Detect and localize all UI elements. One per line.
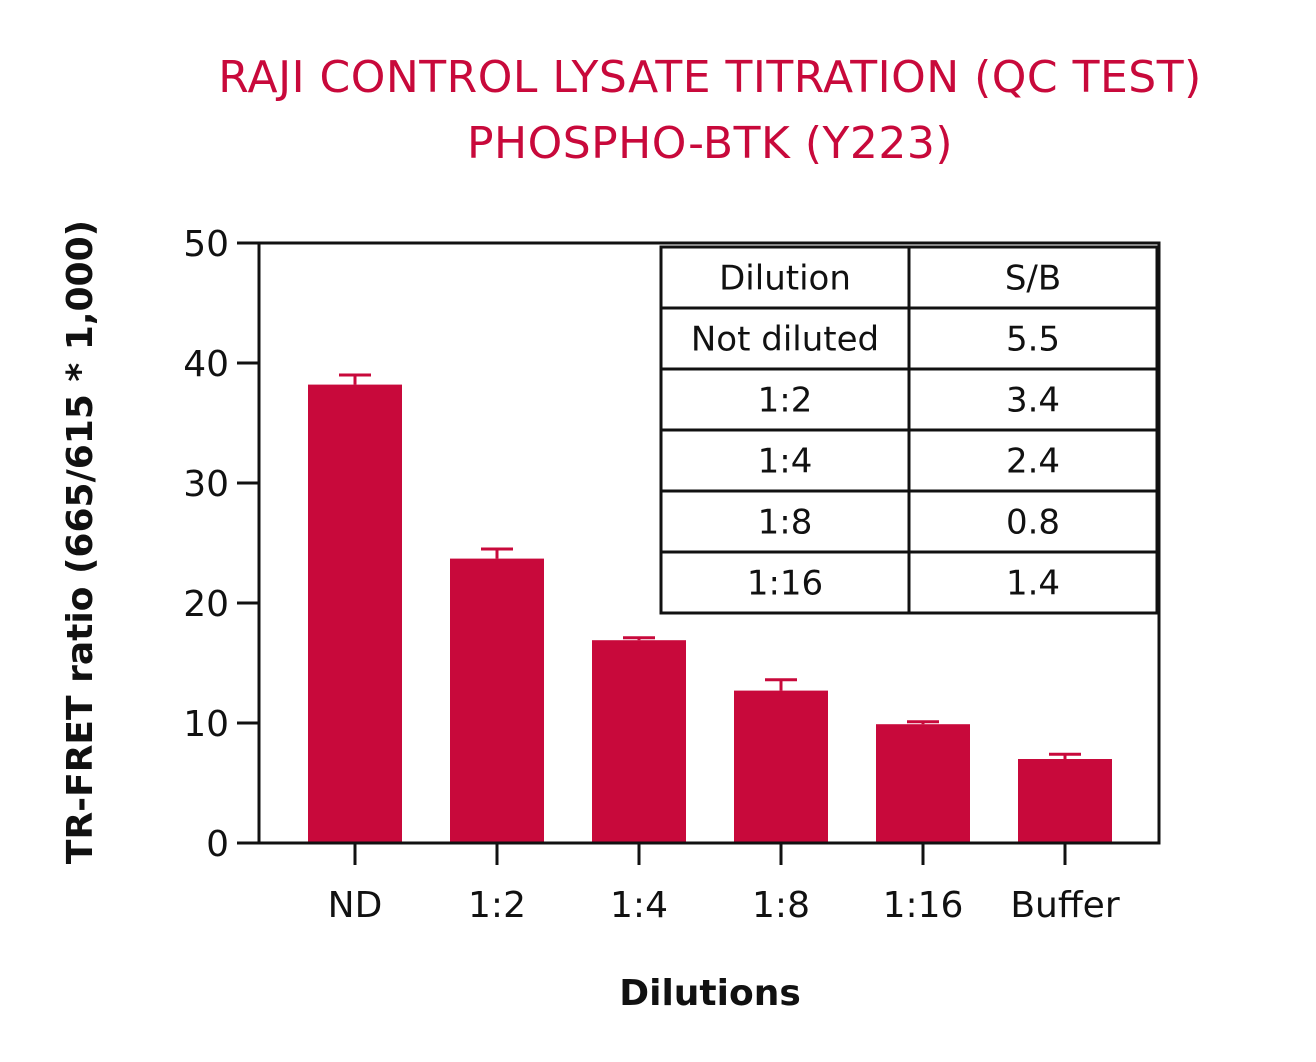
inset-table-header-dilution: Dilution bbox=[719, 259, 851, 299]
bar-4 bbox=[876, 724, 970, 843]
y-axis-title: TR-FRET ratio (665/615 * 1,000) bbox=[60, 220, 101, 864]
x-tick-label-2: 1:4 bbox=[610, 885, 668, 926]
inset-table-cell-dilution: 1:4 bbox=[758, 442, 813, 482]
y-tick-label-2: 20 bbox=[183, 584, 229, 625]
axes-layer: 0 10 20 30 40 50 ND 1:2 1:4 1:8 1:16 Buffer bbox=[183, 224, 1161, 926]
x-tick-label-0: ND bbox=[328, 885, 383, 926]
x-tick-label-4: 1:16 bbox=[883, 885, 964, 926]
chart-title: RAJI CONTROL LYSATE TITRATION (QC TEST) bbox=[218, 52, 1202, 103]
inset-table-cell-sb: 5.5 bbox=[1006, 320, 1060, 360]
y-tick-label-4: 40 bbox=[183, 344, 229, 385]
inset-table-cell-dilution: Not diluted bbox=[691, 320, 879, 360]
x-tick-label-3: 1:8 bbox=[752, 885, 810, 926]
bar-5 bbox=[1018, 759, 1112, 843]
y-tick-label-0: 0 bbox=[206, 824, 229, 865]
x-axis-title: Dilutions bbox=[619, 973, 801, 1014]
plot-frame bbox=[257, 241, 1161, 845]
y-tick-label-3: 30 bbox=[183, 464, 229, 505]
x-tick-label-5: Buffer bbox=[1010, 885, 1119, 926]
bar-0 bbox=[308, 384, 402, 843]
inset-table-cell-sb: 2.4 bbox=[1006, 442, 1060, 482]
bar-3 bbox=[734, 690, 828, 843]
y-tick-label-1: 10 bbox=[183, 704, 229, 745]
bars-layer bbox=[308, 373, 1112, 843]
inset-table-cell-sb: 3.4 bbox=[1006, 381, 1060, 421]
inset-table-cell-dilution: 1:8 bbox=[758, 503, 813, 543]
inset-table-cell-sb: 1.4 bbox=[1006, 564, 1060, 604]
bar-2 bbox=[592, 640, 686, 843]
inset-table-cell-dilution: 1:2 bbox=[758, 381, 813, 421]
inset-table: Dilution S/B Not diluted 5.5 1:2 3.4 1:4 2.4 1:8… bbox=[659, 245, 1159, 615]
inset-table-cell-sb: 0.8 bbox=[1006, 503, 1060, 543]
y-tick-label-5: 50 bbox=[183, 224, 229, 265]
inset-table-cell-dilution: 1:16 bbox=[747, 564, 823, 604]
bar-1 bbox=[450, 558, 544, 843]
inset-table-header-sb: S/B bbox=[1005, 259, 1061, 299]
chart-subtitle: PHOSPHO-BTK (Y223) bbox=[466, 118, 954, 169]
x-tick-label-1: 1:2 bbox=[468, 885, 526, 926]
